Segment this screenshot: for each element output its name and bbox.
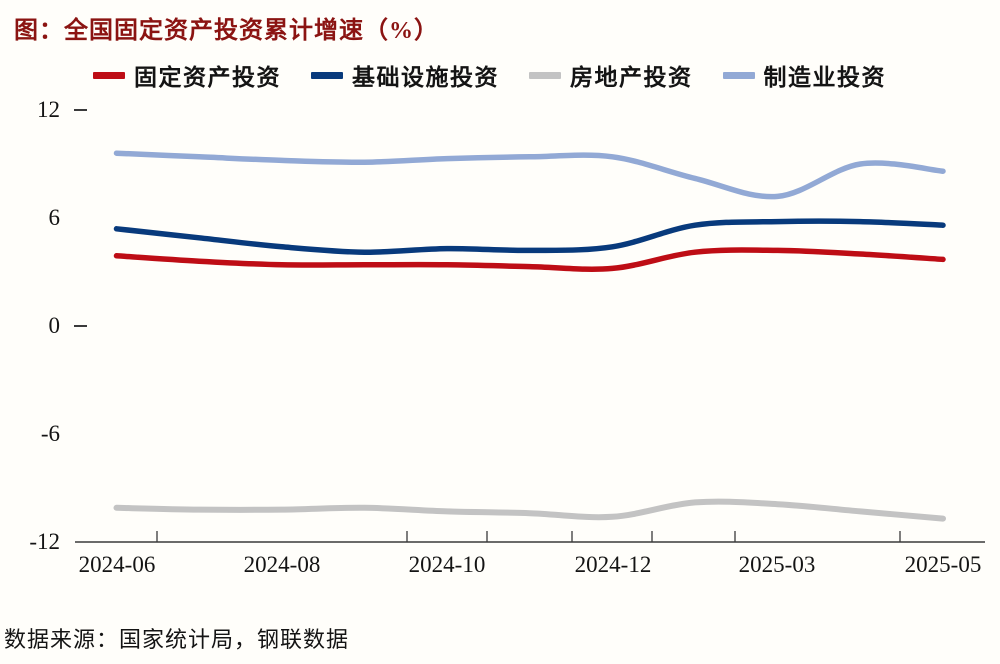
legend-label-manufacturing-investment: 制造业投资 <box>763 65 886 90</box>
y-axis-label-12: 12 <box>37 97 60 122</box>
x-axis-label-2024-12: 2024-12 <box>574 552 652 577</box>
legend-swatch-manufacturing-investment <box>722 71 755 79</box>
series-line-infra <box>113 218 946 255</box>
legend-swatch-fixed-asset-investment <box>93 71 125 79</box>
series-line-realestate <box>113 498 946 522</box>
legend-label-fixed-asset-investment: 固定资产投资 <box>134 65 281 90</box>
legend-swatch-infrastructure-investment <box>311 71 343 79</box>
legend-item-manufacturing-investment: 制造业投资 <box>722 58 887 92</box>
page-title: 图：全国固定资产投资累计增速（%） <box>14 18 439 44</box>
y-axis-label-neg6: -6 <box>40 421 60 446</box>
legend: 固定资产投资 基础设施投资 房地产投资 制造业投资 <box>93 58 886 92</box>
series-line-fai <box>113 247 946 272</box>
legend-item-fixed-asset-investment: 固定资产投资 <box>93 58 281 92</box>
legend-label-infrastructure-investment: 基础设施投资 <box>352 65 499 90</box>
x-axis-label-2024-08: 2024-08 <box>243 552 321 577</box>
y-axis-label-6: 6 <box>48 205 61 230</box>
y-axis-label-neg12: -12 <box>29 529 60 554</box>
legend-label-real-estate-investment: 房地产投资 <box>570 65 693 90</box>
legend-item-real-estate-investment: 房地产投资 <box>529 58 693 92</box>
legend-item-infrastructure-investment: 基础设施投资 <box>311 58 499 92</box>
x-axis-label-2024-10: 2024-10 <box>408 552 486 577</box>
x-axis-label-2024-06: 2024-06 <box>78 552 156 577</box>
legend-swatch-real-estate-investment <box>529 71 561 79</box>
x-axis-label-2025-05: 2025-05 <box>904 552 982 577</box>
x-axis-label-2025-03: 2025-03 <box>738 552 816 577</box>
source-note: 数据来源：国家统计局，钢联数据 <box>4 627 350 652</box>
series-line-manufacturing <box>113 150 946 200</box>
chart-canvas <box>74 109 985 543</box>
y-axis-label-0: 0 <box>48 313 61 338</box>
